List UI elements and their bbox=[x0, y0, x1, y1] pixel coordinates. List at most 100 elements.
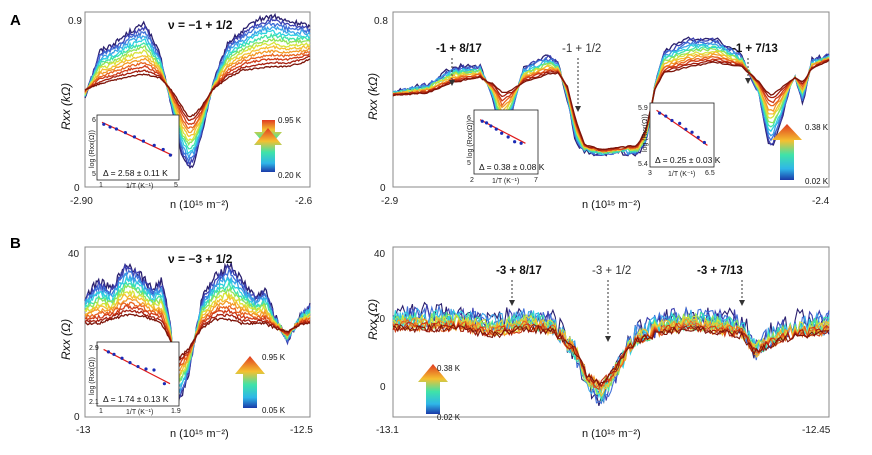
a-right-inset-1-plot bbox=[479, 119, 526, 145]
a-right-inset-2-ytick-1: 5.9 bbox=[638, 105, 648, 112]
b-left-inset-ylabel: log (Rxx(Ω)) bbox=[89, 357, 96, 395]
a-right-xtick-left: -2.9 bbox=[381, 196, 399, 207]
a-right-inset-2-ytick-2: 5.4 bbox=[638, 161, 648, 168]
a-right-inset-1-ylabel: log (Rxx(Ω)) bbox=[467, 120, 474, 158]
series-line-9 bbox=[392, 315, 830, 398]
inset-data-point bbox=[670, 118, 674, 123]
a-left-frame bbox=[84, 11, 311, 188]
inset-data-point bbox=[506, 135, 510, 139]
chart-a-left: ν = −1 + 1/2 0.9 0 -2.90 -2.6 n (10¹⁵ m⁻… bbox=[59, 11, 313, 211]
inset-data-point bbox=[136, 364, 140, 369]
b-right-annot-1-2: -3 + 1/2 bbox=[592, 265, 631, 277]
series-line-11 bbox=[392, 318, 830, 389]
series-line-11 bbox=[84, 50, 311, 130]
a-left-inset: Δ = 2.58 ± 0.11 K 1 5 1/T (K⁻¹) 6 5 log … bbox=[89, 114, 180, 190]
a-right-inset-1-ytick-2: 5 bbox=[467, 160, 471, 167]
inset-data-point bbox=[161, 147, 165, 152]
inset-data-point bbox=[480, 119, 484, 123]
b-left-ytick-bottom: 0 bbox=[74, 412, 80, 423]
series-line-3 bbox=[84, 21, 311, 164]
b-right-ytick-mid: 20 bbox=[374, 314, 386, 325]
a-right-annot-1-2: -1 + 1/2 bbox=[562, 43, 601, 55]
a-right-temp-high: 0.38 K bbox=[805, 123, 829, 132]
inset-data-point bbox=[162, 382, 166, 386]
b-right-temp-arrow: 0.38 K 0.02 K bbox=[418, 364, 461, 422]
a-right-xtick-right: -2.4 bbox=[812, 196, 830, 207]
b-left-ytick-top: 40 bbox=[68, 249, 80, 260]
b-right-frame bbox=[392, 246, 830, 418]
a-right-inset-2-plot bbox=[656, 109, 708, 146]
a-right-inset-1-xtick-2: 7 bbox=[534, 177, 538, 184]
inset-data-point bbox=[141, 139, 145, 143]
series-line-10 bbox=[84, 47, 311, 134]
a-left-inset-ylabel: log (Rxx(Ω)) bbox=[89, 130, 96, 168]
b-left-title: ν = −3 + 1/2 bbox=[168, 252, 233, 266]
inset-data-point bbox=[132, 135, 136, 139]
temp-arrow-icon bbox=[235, 356, 265, 408]
fit-line bbox=[101, 121, 173, 156]
a-right-inset-2-ylabel: log (Rxx(Ω)) bbox=[642, 114, 649, 152]
inset-data-point bbox=[112, 352, 116, 356]
panel-label-b: B bbox=[10, 235, 21, 252]
inset-data-point bbox=[484, 121, 489, 125]
inset-data-point bbox=[128, 361, 132, 365]
b-right-ytick-top: 40 bbox=[374, 249, 386, 260]
a-left-ytick-top: 0.9 bbox=[68, 16, 82, 27]
a-right-xlabel: n (10¹⁵ m⁻²) bbox=[582, 199, 641, 211]
inset-data-point bbox=[123, 131, 127, 135]
inset-data-point bbox=[144, 367, 148, 371]
inset-data-point bbox=[664, 114, 668, 118]
inset-data-point bbox=[690, 130, 694, 134]
a-right-inset-1: Δ = 0.38 ± 0.08 K 2 7 1/T (K⁻¹) 6 5 log … bbox=[467, 109, 545, 185]
series-line-14 bbox=[84, 313, 311, 360]
b-left-ylabel: Rxx (Ω) bbox=[59, 319, 73, 360]
b-left-temp-high: 0.95 K bbox=[262, 353, 286, 362]
a-right-temp-low: 0.02 K bbox=[805, 177, 829, 186]
a-right-inset-1-xtick-1: 2 bbox=[470, 177, 474, 184]
b-right-curves bbox=[392, 301, 830, 407]
a-right-annot-7-13: -1 + 7/13 bbox=[732, 43, 778, 55]
series-line-12 bbox=[392, 320, 830, 391]
b-right-annot-8-17: -3 + 8/17 bbox=[496, 265, 542, 277]
temp-arrow-icon bbox=[254, 128, 282, 172]
a-right-inset-2-xlabel: 1/T (K⁻¹) bbox=[668, 171, 695, 178]
series-line-5 bbox=[84, 29, 311, 154]
b-left-inset-plot bbox=[103, 348, 171, 386]
a-right-curves bbox=[392, 36, 830, 157]
b-left-inset-xtick-2: 1.9 bbox=[171, 408, 181, 415]
series-line-13 bbox=[84, 55, 311, 122]
inset-data-point bbox=[513, 140, 517, 144]
series-line-14 bbox=[392, 59, 830, 151]
b-right-ylabel: Rxx (Ω) bbox=[366, 299, 380, 340]
a-right-inset-2-gap: Δ = 0.25 ± 0.03 K bbox=[655, 155, 721, 165]
inset-data-point bbox=[702, 140, 706, 145]
b-right-xtick-left: -13.1 bbox=[376, 425, 399, 436]
a-right-inset-1-gap: Δ = 0.38 ± 0.08 K bbox=[479, 162, 545, 172]
series-line-14 bbox=[84, 58, 311, 118]
inset-data-point bbox=[106, 350, 110, 354]
series-line-7 bbox=[84, 37, 311, 147]
temp-arrow-icon bbox=[418, 364, 448, 414]
inset-data-point bbox=[500, 131, 504, 135]
series-line-13 bbox=[392, 59, 830, 151]
chart-b-right: 40 20 0 -13.1 -12.45 n (10¹⁵ m⁻²) Rxx (Ω… bbox=[366, 246, 831, 440]
b-right-xlabel: n (10¹⁵ m⁻²) bbox=[582, 428, 641, 440]
series-line-14 bbox=[392, 323, 830, 387]
a-left-inset-gap: Δ = 2.58 ± 0.11 K bbox=[103, 168, 168, 178]
b-left-temp-low: 0.05 K bbox=[262, 406, 286, 415]
chart-a-right: 0.8 0 -2.9 -2.4 n (10¹⁵ m⁻²) Rxx (kΩ) -1… bbox=[366, 11, 830, 211]
series-line-9 bbox=[392, 50, 830, 153]
b-left-xlabel: n (10¹⁵ m⁻²) bbox=[170, 428, 229, 440]
a-left-temp-arrow: 0.95 K 0.20 K bbox=[254, 116, 302, 180]
a-left-inset-ytick-2: 5 bbox=[92, 171, 96, 178]
inset-data-point bbox=[489, 124, 493, 128]
a-left-inset-ytick-1: 6 bbox=[92, 117, 96, 124]
a-left-inset-plot bbox=[101, 121, 173, 157]
inset-data-point bbox=[168, 153, 172, 157]
inset-data-point bbox=[494, 127, 498, 131]
a-right-inset-1-xlabel: 1/T (K⁻¹) bbox=[492, 178, 519, 185]
a-right-annot-8-17: -1 + 8/17 bbox=[436, 43, 482, 55]
inset-data-point bbox=[152, 368, 156, 372]
a-right-inset-2-xtick-2: 6.5 bbox=[705, 170, 715, 177]
